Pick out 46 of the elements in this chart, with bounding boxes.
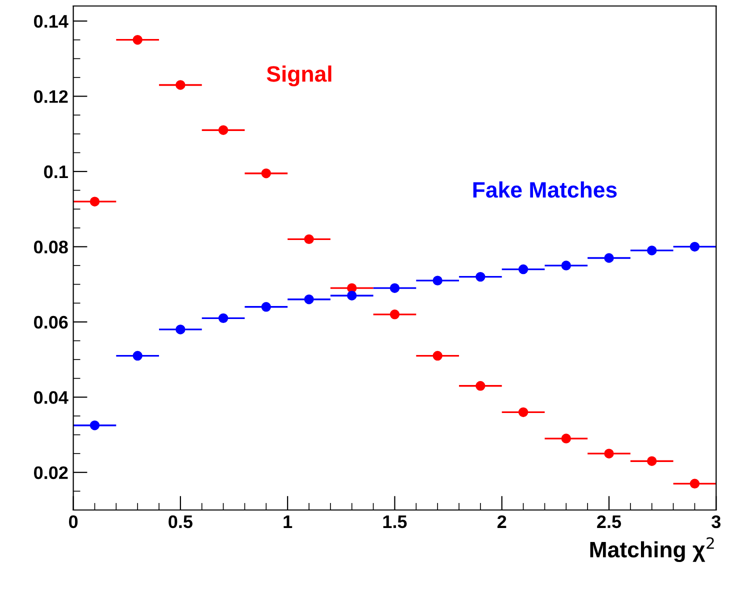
point — [390, 283, 400, 293]
x-tick-label: 1.5 — [383, 516, 407, 528]
point — [176, 80, 186, 90]
point — [646, 456, 657, 466]
point — [90, 420, 100, 430]
y-tick-label: 0.08 — [34, 240, 68, 254]
x-axis-title: Matching χ$^{2}$ — [590, 537, 714, 562]
point — [690, 242, 700, 252]
point — [604, 448, 614, 458]
point — [132, 34, 142, 45]
x-tick-label: 1 — [284, 516, 292, 528]
point — [518, 264, 528, 274]
point — [561, 434, 572, 444]
point — [390, 310, 400, 320]
point — [476, 272, 486, 282]
point — [432, 350, 442, 361]
x-tick-label: 3 — [712, 515, 721, 528]
point — [176, 324, 186, 334]
point — [518, 407, 528, 418]
point — [432, 276, 442, 286]
text: Signal — [266, 65, 332, 86]
x-tick-label: 2 — [497, 515, 506, 528]
point — [561, 260, 572, 270]
point — [261, 168, 272, 178]
text: Fake Matches — [473, 181, 617, 198]
point — [132, 350, 142, 361]
y-tick-label: 0.04 — [34, 391, 68, 404]
point — [646, 246, 657, 256]
y-tick-label: 0.1 — [44, 165, 68, 178]
point — [690, 478, 700, 489]
y-tick-label: 0.12 — [34, 90, 68, 103]
point — [304, 234, 314, 244]
point — [347, 290, 357, 300]
point — [261, 302, 272, 312]
point — [304, 294, 314, 304]
point — [90, 196, 100, 206]
point — [476, 381, 486, 391]
point — [218, 125, 228, 135]
point — [218, 313, 228, 324]
y-tick-label: 0.02 — [34, 466, 68, 480]
x-tick-label: 2.5 — [597, 515, 622, 528]
point — [604, 253, 614, 263]
y-tick-label: 0.14 — [34, 14, 68, 28]
x-tick-label: 0 — [68, 515, 78, 528]
y-tick-label: 0.06 — [34, 316, 68, 329]
x-tick-label: 0.5 — [168, 515, 192, 528]
